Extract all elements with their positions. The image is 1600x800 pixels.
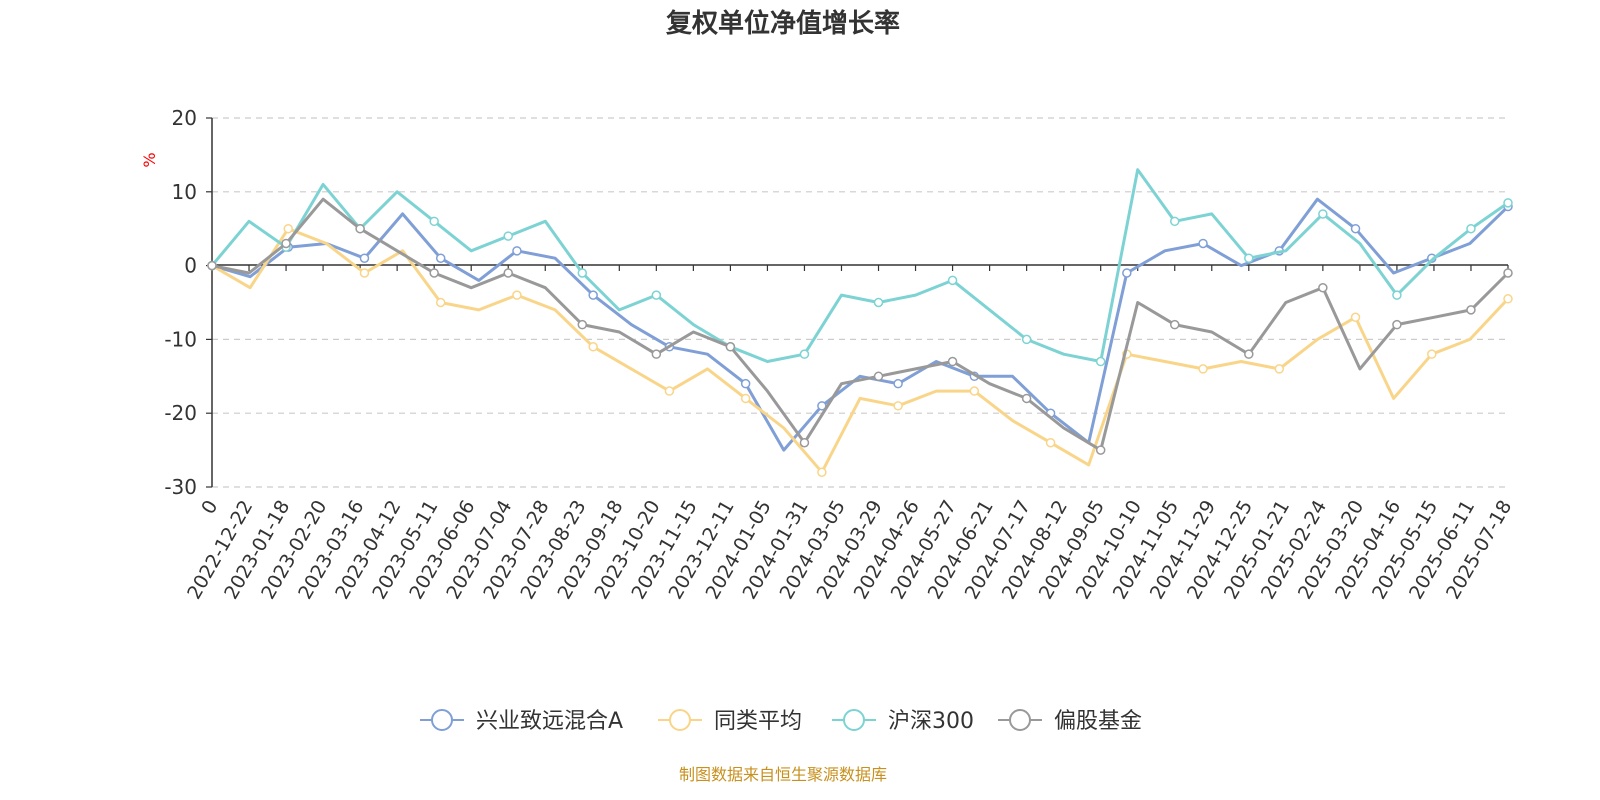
legend-label: 沪深300 — [888, 709, 974, 734]
legend-item-0[interactable]: 兴业致远混合A — [420, 709, 623, 734]
legend-marker-icon — [669, 709, 691, 731]
y-axis-ticks: 20 10 0 -10 -20 -30 — [164, 106, 212, 499]
chart-title: 复权单位净值增长率 — [666, 8, 900, 39]
data-point — [799, 349, 810, 359]
legend-item-2[interactable]: 沪深300 — [832, 709, 974, 734]
data-point — [207, 260, 217, 271]
series-lines — [207, 168, 1513, 477]
data-point — [651, 290, 662, 300]
data-point — [1244, 349, 1254, 359]
data-point — [1427, 349, 1437, 359]
data-point — [359, 268, 370, 278]
y-tick-label: 0 — [184, 254, 197, 278]
y-axis-unit: % — [140, 152, 159, 167]
data-point — [1350, 223, 1361, 234]
data-point — [873, 297, 884, 308]
data-point — [651, 349, 662, 359]
data-point — [1392, 290, 1402, 300]
data-point — [1503, 268, 1513, 278]
data-point — [1466, 223, 1476, 234]
legend-marker-icon — [431, 709, 453, 731]
data-point — [893, 378, 903, 389]
data-point — [1198, 364, 1208, 374]
data-point — [435, 297, 446, 308]
data-point — [873, 371, 884, 382]
data-point — [1503, 294, 1513, 304]
data-point — [1503, 198, 1513, 208]
y-tick-label: -10 — [164, 327, 197, 351]
legend-marker-icon — [1009, 709, 1031, 731]
data-point — [283, 223, 293, 234]
data-point — [1198, 238, 1208, 249]
data-point — [969, 386, 980, 396]
y-tick-label: -20 — [164, 401, 197, 425]
series-line-1 — [211, 227, 1510, 474]
x-axis-ticks: 02022-12-222023-01-182023-02-202023-03-1… — [183, 265, 1516, 603]
data-point — [1318, 209, 1328, 219]
y-tick-label: -30 — [164, 475, 197, 499]
data-point — [725, 342, 736, 352]
x-tick-label: 0 — [197, 497, 222, 518]
series-line-2 — [210, 168, 1509, 363]
data-point — [1021, 334, 1032, 345]
source-note: 制图数据来自恒生聚源数据库 — [679, 765, 887, 784]
y-tick-label: 20 — [172, 106, 197, 130]
data-point — [740, 378, 751, 389]
data-point — [1244, 253, 1254, 263]
legend[interactable]: 兴业致远混合A 同类平均 沪深300 偏股基金 — [420, 709, 1142, 734]
data-point — [947, 356, 958, 367]
data-point — [588, 342, 598, 352]
series-line-0 — [211, 197, 1510, 452]
data-point — [1095, 445, 1106, 455]
y-tick-label: 10 — [172, 180, 197, 204]
legend-label: 偏股基金 — [1054, 709, 1142, 734]
series-line-3 — [211, 197, 1510, 452]
legend-item-1[interactable]: 同类平均 — [658, 709, 802, 734]
legend-marker-icon — [843, 709, 865, 731]
data-point — [1045, 437, 1056, 448]
data-point — [429, 268, 439, 278]
data-point — [359, 253, 370, 263]
axes — [211, 118, 1508, 487]
data-point — [577, 319, 588, 330]
gridlines — [212, 117, 1508, 488]
data-point — [799, 437, 810, 448]
data-point — [1169, 319, 1180, 330]
data-point — [435, 253, 446, 263]
data-point — [817, 467, 827, 477]
data-point — [1169, 216, 1180, 227]
data-point — [947, 275, 958, 286]
data-point — [1095, 356, 1106, 367]
data-point — [1122, 268, 1132, 278]
data-point — [664, 386, 675, 396]
data-point — [1318, 282, 1328, 293]
legend-label: 同类平均 — [714, 709, 802, 734]
data-point — [1392, 319, 1402, 330]
data-point — [429, 216, 439, 227]
legend-item-3[interactable]: 偏股基金 — [998, 709, 1142, 734]
data-point — [512, 246, 522, 256]
data-point — [1466, 305, 1476, 315]
data-point — [1274, 364, 1285, 374]
legend-label: 兴业致远混合A — [476, 709, 623, 734]
data-point — [577, 268, 588, 278]
data-point — [281, 238, 291, 249]
data-point — [588, 290, 598, 300]
data-point — [1021, 393, 1032, 404]
data-point — [503, 268, 513, 278]
data-point — [355, 223, 365, 234]
data-point — [893, 401, 903, 411]
data-point — [1350, 312, 1361, 323]
data-point — [740, 393, 751, 404]
data-point — [503, 231, 513, 241]
data-point — [512, 290, 522, 300]
